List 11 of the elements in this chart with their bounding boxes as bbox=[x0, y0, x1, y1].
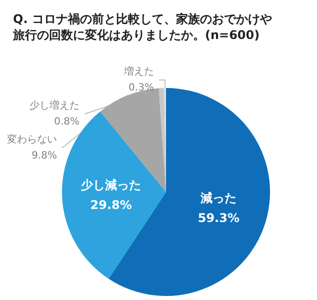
data-label: 9.8% bbox=[32, 150, 57, 162]
slice-label: 変わらない bbox=[6, 134, 57, 146]
slice-label: 少し減った bbox=[80, 178, 142, 192]
slice-label: 減った bbox=[200, 190, 237, 205]
data-label: 59.3% bbox=[198, 210, 240, 225]
data-label: 0.8% bbox=[54, 116, 80, 128]
slice-label: 少し増えた bbox=[30, 100, 80, 112]
chart-title: Q. コロナ禍の前と比較して、家族のおでかけや旅行の回数に変化はありましたか。(n=600) bbox=[12, 12, 272, 42]
data-label: 0.3% bbox=[128, 82, 154, 94]
slice-label: 増えた bbox=[122, 66, 154, 78]
data-label: 29.8% bbox=[90, 198, 132, 212]
